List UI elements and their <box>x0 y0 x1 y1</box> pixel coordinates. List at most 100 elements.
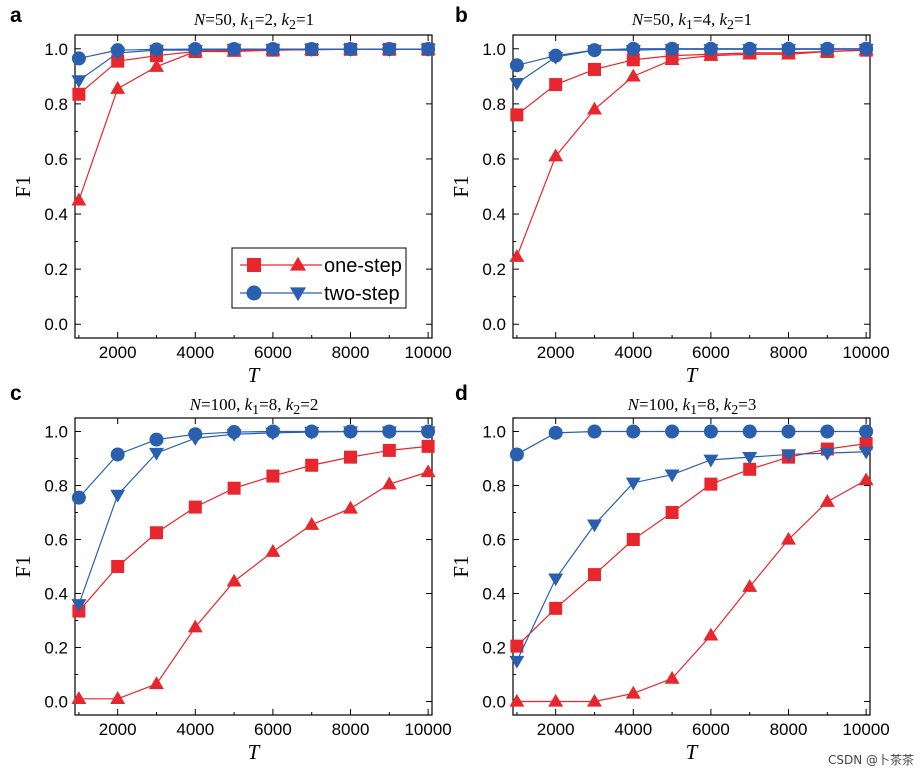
data-point <box>381 44 397 57</box>
data-point <box>703 424 718 439</box>
title-part: k <box>678 10 686 29</box>
watermark: CSDN @卜茶茶 <box>827 753 914 767</box>
data-point <box>819 447 835 461</box>
series-line <box>78 445 429 612</box>
data-point <box>819 44 835 57</box>
data-point <box>781 531 796 545</box>
y-tick-label: 0.6 <box>44 150 68 169</box>
data-point <box>226 44 242 57</box>
series-square <box>72 439 435 618</box>
panel-title: N=50, k1=4, k2=1 <box>631 10 752 33</box>
data-point <box>110 489 126 503</box>
data-point <box>510 108 524 122</box>
series-circle <box>509 424 874 462</box>
data-point <box>381 476 397 490</box>
title-part: =100, <box>639 395 683 414</box>
y-tick-label: 0.6 <box>482 531 506 550</box>
data-point <box>625 44 641 58</box>
series-circle <box>509 41 874 73</box>
data-point <box>71 691 87 704</box>
data-point <box>304 44 320 57</box>
title-part: k <box>286 395 294 414</box>
title-part: =1 <box>734 10 752 29</box>
data-point <box>742 451 758 465</box>
data-point <box>71 75 87 89</box>
data-point <box>304 516 320 530</box>
data-point <box>420 426 436 440</box>
data-point <box>149 526 163 540</box>
series-line <box>516 49 867 116</box>
y-axis-title: F1 <box>11 175 35 197</box>
data-point <box>149 44 164 58</box>
y-tick-label: 1.0 <box>482 423 506 442</box>
legend: one-step two-step <box>231 247 407 309</box>
series-line <box>78 48 429 95</box>
title-part: =2, <box>255 10 282 29</box>
data-point <box>382 443 396 457</box>
x-tick-label: 10000 <box>842 343 889 362</box>
x-tick-label: 4000 <box>176 720 214 739</box>
data-point <box>188 500 202 514</box>
data-point <box>509 693 525 707</box>
data-point <box>664 44 680 57</box>
title-part: =1 <box>296 10 314 29</box>
data-point <box>226 429 242 442</box>
data-point <box>704 477 718 491</box>
data-point <box>305 458 319 472</box>
series-line <box>516 451 867 662</box>
data-point <box>510 639 524 653</box>
data-point <box>858 472 874 486</box>
data-point <box>111 54 125 68</box>
data-point <box>587 424 602 439</box>
series-triangle-down <box>71 426 436 612</box>
data-point <box>548 693 564 707</box>
title-part: 2 <box>289 18 296 33</box>
x-tick-label: 10000 <box>404 343 451 362</box>
y-tick-label: 0.0 <box>482 315 506 334</box>
x-tick-label: 6000 <box>254 343 292 362</box>
x-tick-label: 6000 <box>254 720 292 739</box>
data-point <box>742 424 757 439</box>
data-point <box>344 450 358 464</box>
y-tick-label: 0.4 <box>482 205 506 224</box>
data-point <box>665 424 680 439</box>
x-tick-label: 2000 <box>537 343 575 362</box>
series-line <box>78 430 429 499</box>
data-point <box>626 424 641 439</box>
data-point <box>781 449 796 463</box>
y-tick-label: 0.8 <box>44 477 68 496</box>
data-point <box>381 426 397 440</box>
data-point <box>859 424 874 439</box>
x-tick-label: 4000 <box>614 720 652 739</box>
title-part: k <box>724 395 732 414</box>
data-point <box>265 427 281 441</box>
title-part: k <box>245 395 253 414</box>
panel-title: N=100, k1=8, k2=3 <box>627 395 757 418</box>
title-part: 2 <box>293 403 300 418</box>
title-part: k <box>281 10 289 29</box>
data-point <box>703 44 719 57</box>
x-tick-label: 6000 <box>692 343 730 362</box>
data-point <box>625 685 641 699</box>
series-triangle-up <box>71 464 436 704</box>
title-part: N <box>631 10 645 29</box>
panel-title: N=50, k1=2, k2=1 <box>193 10 314 33</box>
data-point <box>420 44 436 57</box>
series-line <box>78 471 429 700</box>
x-tick-label: 10000 <box>404 720 451 739</box>
x-axis-title: T <box>248 363 261 387</box>
data-point <box>71 490 86 505</box>
data-point <box>742 44 758 57</box>
data-point <box>587 101 602 115</box>
series-line <box>516 49 867 257</box>
data-point <box>626 533 640 546</box>
title-part: =3 <box>738 395 756 414</box>
data-point <box>858 446 874 460</box>
data-point <box>509 655 525 669</box>
title-part: 1 <box>690 403 697 418</box>
data-point <box>110 691 126 704</box>
data-point <box>149 59 164 72</box>
